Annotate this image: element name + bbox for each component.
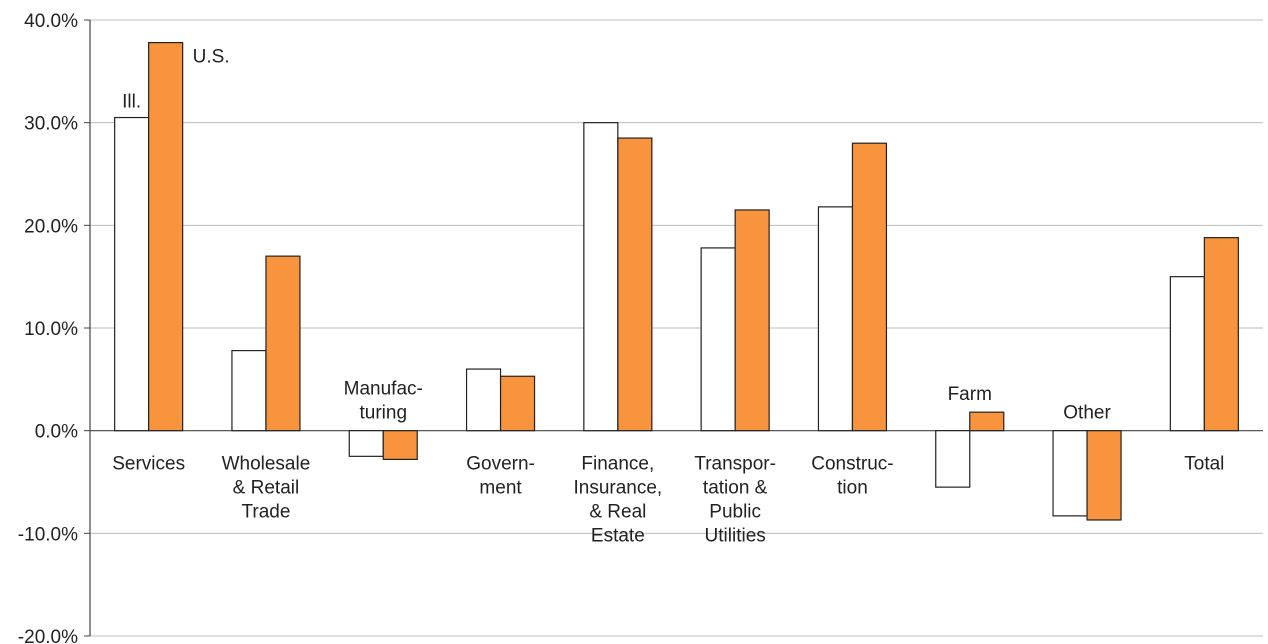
- y-tick-label: 40.0%: [24, 11, 78, 32]
- bar-ill: [700, 247, 736, 432]
- series-label-ill: Ill.: [122, 92, 141, 113]
- bar-us: [265, 255, 301, 432]
- bars: [114, 41, 1239, 521]
- bar-us: [499, 375, 536, 432]
- y-tick-label: -20.0%: [18, 627, 78, 644]
- category-label: Construc-tion: [811, 454, 893, 499]
- bar-ill: [348, 430, 384, 457]
- y-tick-label: -10.0%: [18, 524, 78, 545]
- category-label: Manufac-turing: [344, 379, 423, 424]
- bar-us: [1203, 237, 1239, 432]
- y-tick-label: 20.0%: [24, 216, 78, 237]
- bar-ill: [817, 206, 854, 432]
- bar-us: [1086, 430, 1122, 521]
- bar-ill: [1169, 276, 1205, 432]
- bar-us: [969, 411, 1005, 432]
- category-label: Transpor-tation & Public Utilities: [694, 454, 776, 547]
- y-tick-label: 30.0%: [24, 114, 78, 135]
- bar-us: [148, 41, 184, 432]
- bar-ill: [231, 349, 267, 432]
- y-tick-label: 0.0%: [35, 422, 78, 443]
- bar-ill: [1052, 430, 1088, 517]
- category-label: Farm: [948, 384, 992, 405]
- bar-ill: [935, 430, 971, 488]
- category-label: Govern-ment: [466, 454, 535, 499]
- category-label: Total: [1184, 454, 1224, 475]
- category-labels: Services Wholesale & Retail Trade Manufac-tu…: [112, 379, 1224, 547]
- bar-us: [382, 430, 418, 461]
- category-label: Services: [112, 454, 185, 475]
- category-label: Wholesale & Retail Trade: [222, 454, 311, 523]
- series-label-us: U.S.: [193, 47, 230, 68]
- bar-us: [851, 142, 888, 432]
- series-labels: Ill. U.S.: [122, 47, 229, 113]
- category-label: Finance, Insurance, & Real Estate: [573, 454, 662, 547]
- category-label: Other: [1063, 403, 1111, 424]
- bar-ill: [465, 368, 502, 432]
- bar-ill: [114, 116, 150, 432]
- bar-us: [734, 209, 770, 432]
- bar-ill: [583, 122, 619, 432]
- y-axis: -20.0% -10.0% 0.0% 10.0% 20.0% 30.0% 40.0%: [18, 11, 91, 644]
- bar-us: [617, 137, 653, 432]
- y-tick-label: 10.0%: [24, 319, 78, 340]
